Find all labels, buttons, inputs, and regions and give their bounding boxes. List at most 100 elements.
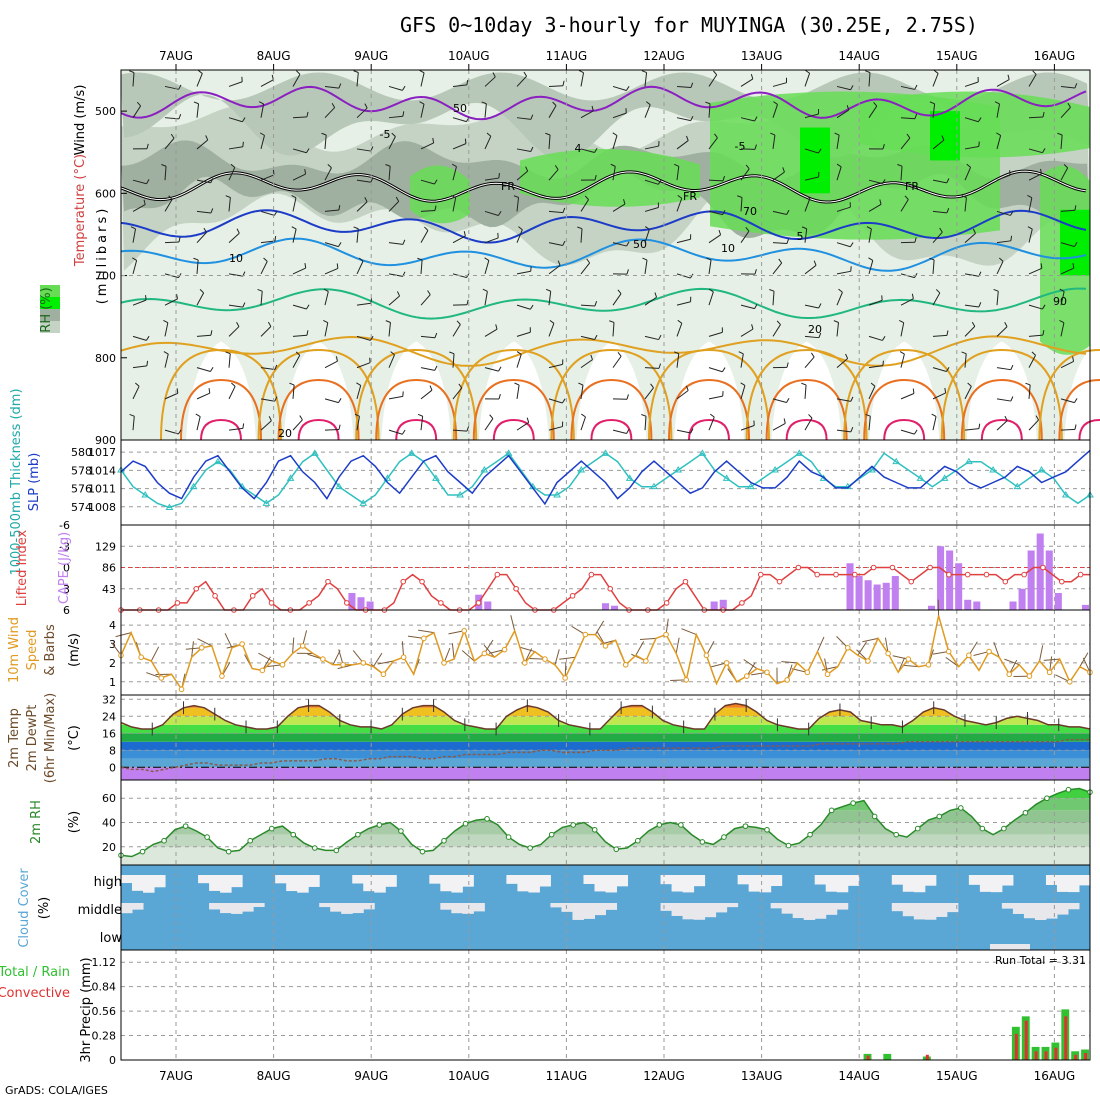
precip-total-bar xyxy=(883,1053,892,1060)
wind-barb xyxy=(388,395,403,400)
wind-barb-flag xyxy=(552,101,557,106)
wind-barb xyxy=(164,322,169,337)
wind-barb-flag xyxy=(210,367,214,372)
wind-barb-flag xyxy=(225,351,231,355)
lifted-index-point xyxy=(400,578,407,585)
wind-barb xyxy=(452,324,461,337)
wind-barb-flag xyxy=(481,101,487,105)
wind-barb xyxy=(996,103,1001,118)
mid-cloud-gap xyxy=(319,903,331,908)
wind-barb-flag xyxy=(434,365,438,371)
lifted-index-point xyxy=(174,600,181,606)
wind-barb xyxy=(196,416,201,431)
wind-barb xyxy=(484,135,492,150)
wind-barb xyxy=(772,291,775,306)
wind-barb-flag xyxy=(236,228,240,234)
wind-barb xyxy=(260,326,272,337)
cape-bar xyxy=(864,580,872,610)
mid-cloud-gap xyxy=(1056,903,1069,915)
wind-barb xyxy=(164,199,173,212)
rh-legend-swatch xyxy=(40,285,60,297)
wind-barb xyxy=(292,637,295,654)
wind-barb-flag xyxy=(617,289,622,295)
wind-barb-flag xyxy=(658,363,662,369)
wind-barb-flag xyxy=(338,83,342,89)
dry-column xyxy=(1064,341,1100,440)
legend-temp-label: Temperature (°C) xyxy=(73,154,88,267)
wind-barb xyxy=(164,392,179,400)
wind-barb xyxy=(580,359,593,369)
wind-barb-flag xyxy=(458,383,463,389)
lifted-index-point xyxy=(268,600,275,606)
rh-point xyxy=(656,822,663,828)
wind-barb-flag xyxy=(1067,102,1071,108)
wind-barb-flag xyxy=(881,335,886,341)
high-cloud-gap xyxy=(583,875,595,885)
date-label-top: 12AUG xyxy=(643,49,685,63)
cape-bar xyxy=(484,601,492,610)
wind-barb xyxy=(356,261,364,275)
precip-conv-bar xyxy=(1084,1053,1088,1060)
low-cloud-gap xyxy=(990,944,1030,950)
slp-tick: 1008 xyxy=(88,501,116,514)
wind-barb xyxy=(164,241,180,244)
wind-barb-flag xyxy=(516,351,522,355)
wind-barb xyxy=(420,103,425,118)
wind-barb xyxy=(292,148,307,154)
high-cloud-gap xyxy=(968,875,981,885)
rh-band xyxy=(121,846,1090,865)
wind-barb-flag xyxy=(677,319,683,324)
wind-barb-flag xyxy=(641,414,647,417)
lifted-index-point xyxy=(306,600,312,606)
wind-barb-flag xyxy=(810,352,815,358)
wind-barb xyxy=(516,148,531,152)
li-tick: -6 xyxy=(59,519,70,532)
wind-barb-flag xyxy=(145,335,150,341)
wind-speed-point xyxy=(239,641,245,647)
wind-barb xyxy=(228,81,243,87)
wind-barb xyxy=(197,638,213,647)
wind-barb-flag xyxy=(364,197,368,202)
high-cloud-gap xyxy=(616,875,629,887)
wind-barb-flag xyxy=(557,260,561,266)
wind-barb-flag xyxy=(594,334,598,340)
mid-cloud-gap xyxy=(913,903,926,920)
wind-barb xyxy=(644,179,659,185)
wind-barb-flag xyxy=(489,414,494,419)
mid-cloud-gap xyxy=(726,903,739,908)
mid-cloud-gap xyxy=(781,903,794,914)
mid-cloud-gap xyxy=(1067,903,1080,910)
lifted-index-point xyxy=(814,571,820,578)
wind-barb-flag xyxy=(977,117,982,123)
wind-barb-flag xyxy=(178,114,182,120)
wind-barb xyxy=(191,641,194,658)
wind-barb-flag xyxy=(176,293,178,299)
wind-barb xyxy=(324,291,329,306)
wind-speed-point xyxy=(340,661,346,668)
wind-barb-flag xyxy=(817,148,822,154)
wind-barb-flag xyxy=(713,70,718,76)
cloud-cover-panel: high middle low xyxy=(78,864,1091,951)
wind-barb-flag xyxy=(933,70,939,74)
lifted-index-point xyxy=(833,571,839,578)
rh-point xyxy=(613,846,620,853)
wind-barb-flag xyxy=(850,427,854,433)
rh-point xyxy=(635,837,641,844)
rh-point xyxy=(419,848,426,855)
mid-cloud-gap xyxy=(561,903,573,912)
wind-barb xyxy=(356,302,371,306)
thickness-point xyxy=(432,474,440,481)
wind-speed-point xyxy=(986,648,992,655)
date-label-bottom: 11AUG xyxy=(546,1069,588,1083)
wind-barb xyxy=(516,75,527,87)
wind-barb xyxy=(996,79,1010,87)
wind-barb-flag xyxy=(658,334,662,340)
thickness-point xyxy=(577,466,586,473)
rh-point xyxy=(807,831,813,838)
wind-barb-flag xyxy=(914,429,918,435)
wind-panel: 4321 xyxy=(109,599,1093,696)
temp-contour xyxy=(120,85,1087,121)
wind-barb-flag xyxy=(944,387,947,394)
wind-speed-point xyxy=(764,669,770,676)
rh-unit: (%) xyxy=(67,811,82,834)
